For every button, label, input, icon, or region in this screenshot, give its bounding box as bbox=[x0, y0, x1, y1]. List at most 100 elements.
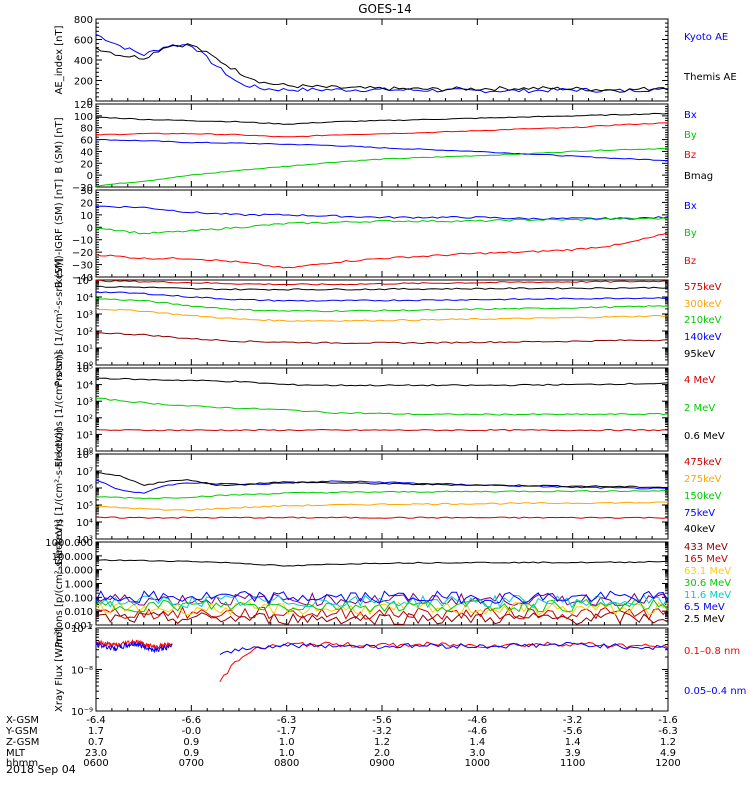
y-tick-label: 0.010 bbox=[64, 607, 93, 618]
y-axis-label: Protons [1/(cm²-s-sr-keV)] bbox=[54, 258, 65, 386]
x-row-value: 0.9 bbox=[183, 748, 199, 759]
legend-label: 140keV bbox=[684, 332, 722, 343]
legend-label: 210keV bbox=[684, 315, 722, 326]
y-tick-label: 100 bbox=[74, 112, 93, 123]
y-axis-label: Electrons [1/(cm²-s-sr-keV)] bbox=[54, 428, 65, 565]
y-tick-label: 10³ bbox=[76, 310, 93, 321]
legend-label: 475keV bbox=[684, 457, 722, 468]
x-row-value: 1.2 bbox=[660, 737, 676, 748]
x-row-value: 0800 bbox=[274, 758, 299, 769]
x-axis-ephemeris-table: X-GSM -6.4 -6.6 -6.3 -5.6 -4.6 -3.2 -1.6 Y-GSM 1.… bbox=[5, 715, 681, 769]
y-tick-label: 10¹ bbox=[76, 344, 93, 355]
series-line-4-mev bbox=[95, 428, 669, 432]
date-label: 2018 Sep 04 bbox=[6, 763, 76, 776]
y-tick-label: −30 bbox=[72, 261, 93, 272]
legend-label: 75keV bbox=[684, 508, 715, 519]
y-tick-label: 60 bbox=[80, 136, 93, 147]
y-tick-label: 10⁵ bbox=[76, 276, 93, 287]
legend-label: 433 MeV bbox=[684, 542, 728, 553]
series-line-210kev bbox=[95, 297, 669, 313]
x-row-value: -3.2 bbox=[563, 715, 583, 726]
legend-label: Bmag bbox=[684, 171, 713, 182]
y-tick-label: 10.000 bbox=[58, 566, 93, 577]
y-axis-label: Electrons [1/(cm²-s-sr)] bbox=[54, 352, 65, 468]
x-row-name: hhmm bbox=[6, 758, 38, 769]
panel-6: 10³ 10⁴ 10⁵ 10⁶ 10⁷ 10⁸ Electrons [1/(cm²-s-sr… bbox=[54, 428, 722, 565]
x-row-value: 2.0 bbox=[374, 748, 390, 759]
x-row-value: -6.3 bbox=[658, 726, 678, 737]
legend-label: 0.05–0.4 nm bbox=[684, 686, 746, 697]
y-tick-label: 10⁴ bbox=[76, 381, 93, 392]
y-tick-label: 0.100 bbox=[64, 593, 93, 604]
x-row-value: -4.6 bbox=[468, 726, 488, 737]
x-row-value: 1000 bbox=[465, 758, 490, 769]
y-tick-label: 10³ bbox=[76, 397, 93, 408]
legend-label: 165 MeV bbox=[684, 554, 728, 565]
series-line-6-5-mev bbox=[95, 590, 669, 605]
series-line-bmag bbox=[95, 112, 669, 125]
y-axis-label: B (SM)-IGRF (SM) [nT] bbox=[54, 179, 65, 288]
series-line-75kev bbox=[95, 479, 669, 494]
x-row-value: 1.0 bbox=[279, 748, 295, 759]
y-tick-label: 10⁷ bbox=[76, 467, 93, 478]
legend-label: 30.6 MeV bbox=[684, 578, 731, 589]
legend-label: 11.6 MeV bbox=[684, 590, 731, 601]
y-tick-label: 10⁰ bbox=[76, 447, 93, 458]
x-row-value: 4.9 bbox=[660, 748, 676, 759]
y-tick-label: 10⁰ bbox=[76, 361, 93, 372]
x-row-value: 1.7 bbox=[88, 726, 104, 737]
x-row-value: 0.7 bbox=[88, 737, 104, 748]
y-tick-label: 0 bbox=[87, 171, 93, 182]
series-line-11-6-mev bbox=[95, 594, 669, 609]
x-row-value: -6.4 bbox=[86, 715, 106, 726]
series-line-165-mev bbox=[95, 606, 669, 621]
y-tick-label: 1.000 bbox=[64, 580, 93, 591]
panel-frame bbox=[95, 627, 669, 712]
y-tick-label: 10⁻⁷ bbox=[71, 624, 93, 635]
y-tick-label: 200 bbox=[74, 77, 93, 88]
panel-8: 10⁻⁹ 10⁻⁸ 10⁻⁷ Xray Flux [W/m²] 0.1–0.8 nm 0.… bbox=[54, 624, 746, 718]
legend-label: 63.1 MeV bbox=[684, 566, 731, 577]
y-tick-label: 1000.000 bbox=[45, 538, 93, 549]
y-tick-label: 0 bbox=[87, 97, 93, 108]
y-tick-label: 30 bbox=[80, 186, 93, 197]
x-row-value: -1.7 bbox=[277, 726, 297, 737]
legend-label: By bbox=[684, 228, 697, 239]
x-row-value: -1.6 bbox=[658, 715, 678, 726]
y-tick-label: 10¹ bbox=[76, 430, 93, 441]
legend-label: Bz bbox=[684, 256, 696, 267]
y-tick-label: 10³ bbox=[76, 535, 93, 546]
series-line-300kev bbox=[95, 308, 669, 322]
series-line-0-05-0-4-nm bbox=[219, 641, 669, 656]
y-tick-label: 40 bbox=[80, 147, 93, 158]
legend-label: 6.5 MeV bbox=[684, 602, 725, 613]
legend-label: 95keV bbox=[684, 349, 715, 360]
y-tick-label: 400 bbox=[74, 56, 93, 67]
legend-label: Themis AE bbox=[683, 72, 737, 83]
x-row-value: 1.4 bbox=[565, 737, 581, 748]
y-tick-label: −20 bbox=[72, 183, 93, 194]
panel-7: 0.001 0.010 0.100 1.000 10.000 100.000 1000.00… bbox=[45, 519, 731, 647]
series-line-575kev bbox=[95, 279, 669, 286]
y-tick-label: 20 bbox=[80, 159, 93, 170]
series-line-275kev bbox=[95, 501, 669, 512]
x-row-value: 1.4 bbox=[469, 737, 485, 748]
series-line-140kev bbox=[95, 291, 669, 302]
x-row-value: 3.0 bbox=[469, 748, 485, 759]
x-row-value: -6.6 bbox=[182, 715, 202, 726]
x-row-value: -4.6 bbox=[468, 715, 488, 726]
x-row-value: 1.2 bbox=[374, 737, 390, 748]
x-row-name: X-GSM bbox=[6, 715, 39, 726]
legend-label: Kyoto AE bbox=[684, 32, 728, 43]
panel-frame bbox=[95, 279, 669, 366]
y-tick-label: 10⁸ bbox=[76, 450, 93, 461]
x-row-value: 0600 bbox=[83, 758, 108, 769]
panel-frame bbox=[95, 103, 669, 188]
series-line-95kev bbox=[95, 285, 669, 291]
series-line-2-5-mev bbox=[95, 559, 669, 567]
y-tick-label: 10⁻⁸ bbox=[71, 666, 93, 677]
panel-frame bbox=[95, 189, 669, 278]
series-line-kyoto-ae bbox=[95, 33, 669, 94]
